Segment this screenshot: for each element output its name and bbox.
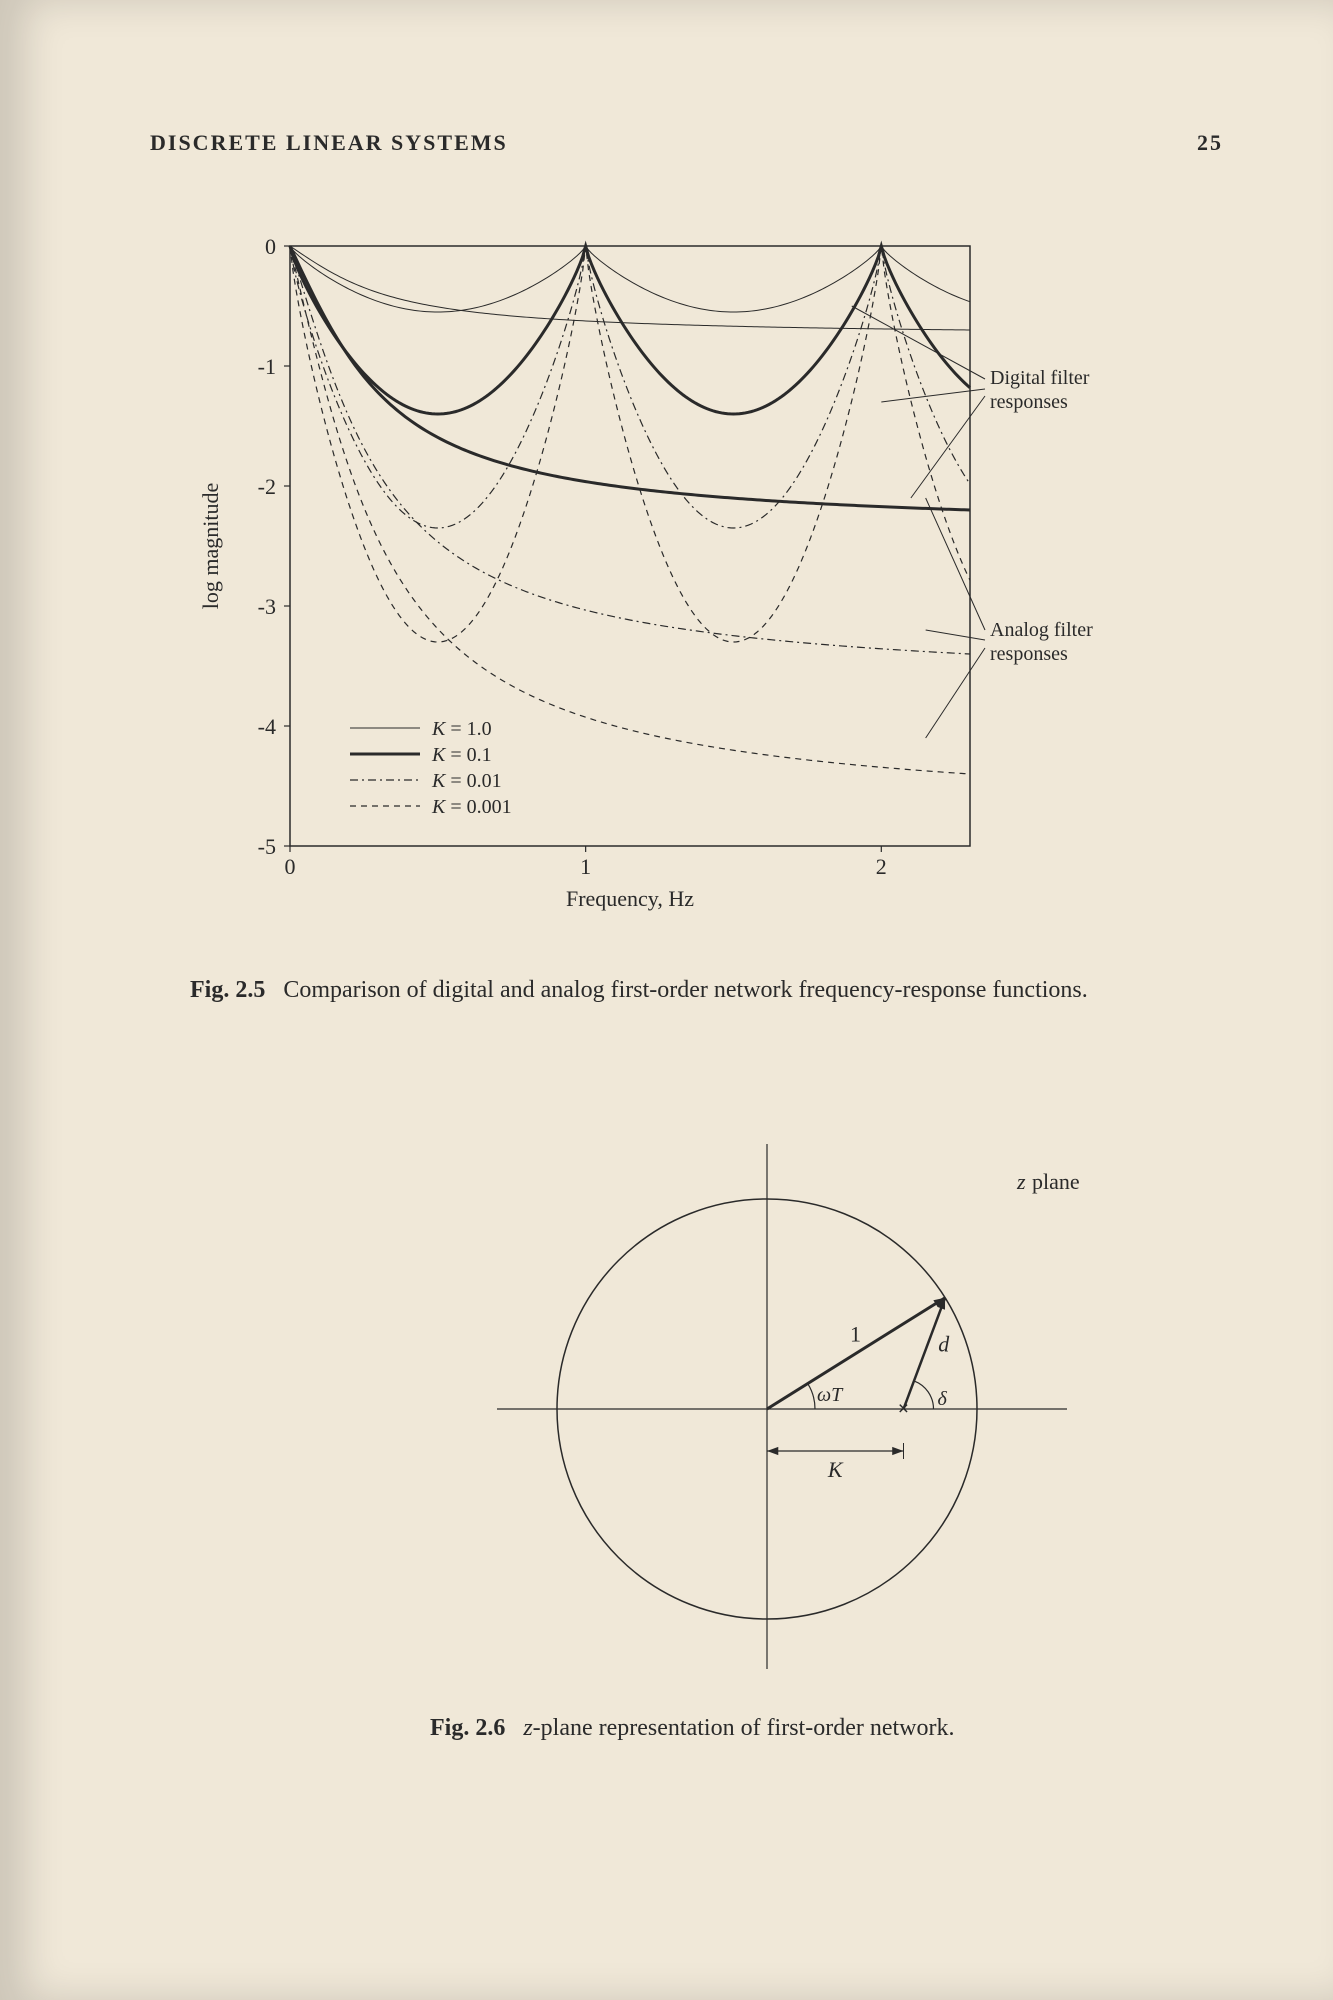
fig26-caption: Fig. 2.6 z-plane representation of first… xyxy=(430,1709,1080,1747)
fig26-caption-text: -plane representation of first-order net… xyxy=(533,1715,955,1741)
svg-text:plane: plane xyxy=(1032,1169,1080,1194)
svg-text:d: d xyxy=(938,1332,950,1357)
svg-text:K = 0.001: K = 0.001 xyxy=(431,796,512,818)
fig26-fignum: Fig. 2.6 xyxy=(430,1715,505,1741)
svg-text:Frequency, Hz: Frequency, Hz xyxy=(566,886,694,911)
svg-text:-1: -1 xyxy=(258,354,276,379)
svg-text:1: 1 xyxy=(850,1322,861,1347)
svg-text:2: 2 xyxy=(876,854,887,879)
svg-text:K = 1.0: K = 1.0 xyxy=(431,718,492,740)
svg-text:Digital filter: Digital filter xyxy=(990,367,1090,389)
svg-text:K: K xyxy=(826,1457,843,1482)
page: DISCRETE LINEAR SYSTEMS 25 0 -1 -2 -3 -4 -5 0 1… xyxy=(0,0,1333,2000)
fig25-caption-text: Comparison of digital and analog first-o… xyxy=(283,977,1087,1003)
svg-text:-3: -3 xyxy=(258,594,276,619)
header-title: DISCRETE LINEAR SYSTEMS xyxy=(150,130,508,156)
svg-text:responses: responses xyxy=(990,391,1068,413)
svg-text:ωT: ωT xyxy=(817,1384,844,1406)
svg-text:K = 0.01: K = 0.01 xyxy=(431,770,502,792)
svg-text:×: × xyxy=(897,1398,908,1420)
svg-text:0: 0 xyxy=(285,854,296,879)
figure-2-6: z plane × 1 d ωT δ K xyxy=(190,1119,1223,1684)
fig25-fignum: Fig. 2.5 xyxy=(190,977,265,1003)
fig26-z: z xyxy=(523,1715,532,1741)
figure-2-5: 0 -1 -2 -3 -4 -5 0 1 2 log magnitude Frequency, Hz… xyxy=(190,216,1223,941)
svg-text:-4: -4 xyxy=(258,714,276,739)
svg-text:1: 1 xyxy=(580,854,591,879)
fig26-svg: z plane × 1 d ωT δ K xyxy=(437,1119,1137,1679)
page-number: 25 xyxy=(1197,130,1223,156)
svg-text:Analog filter: Analog filter xyxy=(990,619,1093,641)
svg-text:δ: δ xyxy=(937,1388,947,1410)
svg-text:log magnitude: log magnitude xyxy=(198,483,223,609)
svg-text:z: z xyxy=(1016,1169,1026,1194)
page-header: DISCRETE LINEAR SYSTEMS 25 xyxy=(150,130,1223,156)
svg-text:0: 0 xyxy=(265,234,276,259)
svg-text:K = 0.1: K = 0.1 xyxy=(431,744,492,766)
svg-text:-5: -5 xyxy=(258,834,276,859)
fig25-caption: Fig. 2.5 Comparison of digital and analo… xyxy=(190,971,1223,1009)
svg-text:-2: -2 xyxy=(258,474,276,499)
svg-text:responses: responses xyxy=(990,643,1068,665)
fig25-svg: 0 -1 -2 -3 -4 -5 0 1 2 log magnitude Frequency, Hz… xyxy=(190,216,1220,936)
